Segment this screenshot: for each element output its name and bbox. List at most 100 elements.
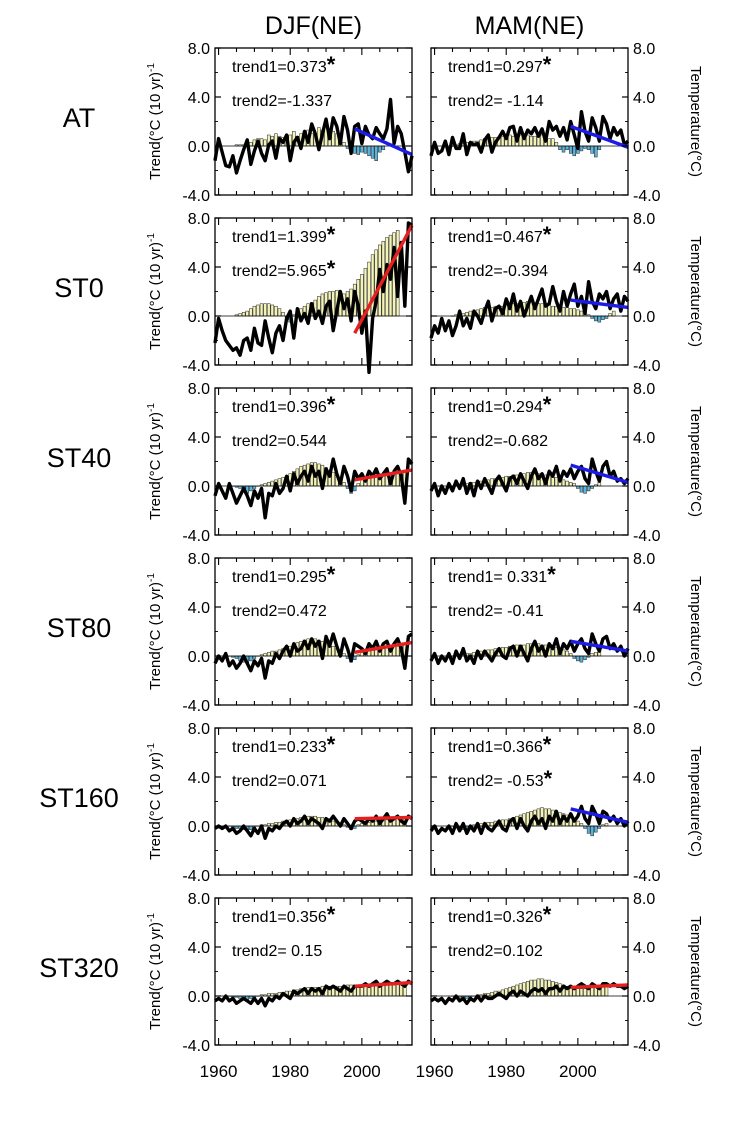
trend1-text: trend1=1.399 [232,229,327,246]
y-tick-label: 8.0 [633,551,655,568]
trend-bar [331,645,335,657]
y-tick-label: 4.0 [188,430,210,447]
trend-fit-line [354,815,413,821]
trend-bar [579,988,584,997]
y-tick-label: 4.0 [188,940,210,957]
trend2-text: trend2=0.102 [448,943,543,960]
trend-bar [245,310,249,317]
row-label: ST320 [39,953,119,983]
trend-bar [374,145,378,161]
trend-bar [576,309,580,317]
trend-bar [259,303,264,317]
trend-bar [565,650,569,657]
trend-fit-line [570,807,629,824]
trend-bar [277,478,282,487]
trend2-text: trend2= -0.53 [448,773,544,790]
y-tick-label: 4.0 [633,600,655,617]
trend-bar [270,304,275,317]
trend-bar [395,983,400,997]
y-tick-label: 0.0 [188,139,210,156]
y-tick-label: 4.0 [188,770,210,787]
trend-fit-line [570,124,629,149]
trend1-text: trend1= 0.331 [448,569,547,586]
y-tick-label: 8.0 [188,721,210,738]
trend-bar [576,988,580,997]
trend-bar [508,134,512,147]
y-tick-label: 8.0 [633,41,655,58]
trend2-annotation: trend2=-1.337 [232,93,332,110]
trend-fit-line [354,980,413,988]
trend-bar [249,485,253,492]
y-tick-label: 4.0 [188,600,210,617]
trend2-annotation: trend2=-0.394 [448,263,548,280]
trend-bar [583,485,587,494]
trend-bar [342,482,346,487]
trend-bar [385,819,389,827]
trend1-significance-star: * [327,732,336,757]
trend2-text: trend2=5.965 [232,263,327,280]
trend-bar [241,312,246,317]
trend-bar [465,312,469,317]
x-tick-label: 1960 [200,1062,238,1081]
panel-at-mam: 8.0 4.0 0.0 -4.0 trend1=0.297* trend2= -1.14 [429,41,661,205]
trend-bar [594,652,598,657]
y-tick-label: 0.0 [633,139,655,156]
panel-st40-mam: 8.0 4.0 0.0 -4.0 trend1=0.294* trend2=-0.682 [429,381,661,545]
right-axis-title: Temperature(°C) [687,236,704,347]
temperature-line [429,109,630,157]
trend-bar [331,820,335,827]
trend-fit-line [353,224,414,334]
trend-bar [568,308,573,317]
y-tick-label: 0.0 [633,309,655,326]
trend-bar [554,477,559,487]
trend-bar [281,312,285,317]
trend1-text: trend1=0.297 [448,59,543,76]
trend1-text: trend1=0.295 [232,569,327,586]
trend-bar [267,303,271,317]
left-axis-title: Trend(°C (10 yr)-1 [146,63,164,180]
trend-bar [356,145,360,155]
row-label: ST80 [47,613,112,643]
trend1-significance-star: * [327,562,336,587]
trend2-annotation: trend2=0.071 [232,773,327,790]
left-axis-title-sup: -1 [146,63,157,72]
trend-bar [597,482,602,487]
left-axis-title-text: Trend(°C (10 yr) [147,582,164,690]
y-tick-label: 8.0 [633,211,655,228]
trend-bar [256,304,260,317]
trend-bar [568,482,573,487]
trend-bar [249,142,253,147]
trend-bar [331,472,335,487]
x-tick-label: 1980 [487,1062,525,1081]
row-label: ST40 [47,443,112,473]
trend-bar [565,307,569,317]
trend-bar [370,145,375,159]
trend1-text: trend1=0.233 [232,739,327,756]
trend2-text: trend2= 0.15 [232,943,322,960]
x-tick-label: 2000 [343,1062,381,1081]
trend-bar [611,310,616,317]
panel-st320-djf: 8.0 4.0 0.0 -4.0 trend1=0.356* trend2= 0.15 [182,891,413,1055]
y-tick-label: 8.0 [633,381,655,398]
trend-fit-line [570,463,629,484]
y-tick-label: -4.0 [182,188,210,205]
trend1-annotation: trend1= 0.331* [448,562,556,587]
trend-bar [533,135,537,147]
y-tick-label: 8.0 [633,721,655,738]
trend-bar [352,145,357,154]
trend2-text: trend2= -1.14 [448,93,544,110]
trend1-text: trend1=0.294 [448,399,543,416]
trend2-annotation: trend2=0.472 [232,603,327,620]
trend1-annotation: trend1=0.297* [448,52,552,77]
trend1-text: trend1=0.326 [448,909,543,926]
trend-bar [540,303,544,317]
left-axis-title: Trend(°C (10 yr)-1 [146,403,164,520]
trend-bar [547,304,551,317]
trend-bar [551,305,555,317]
x-tick-label: 1960 [416,1062,454,1081]
